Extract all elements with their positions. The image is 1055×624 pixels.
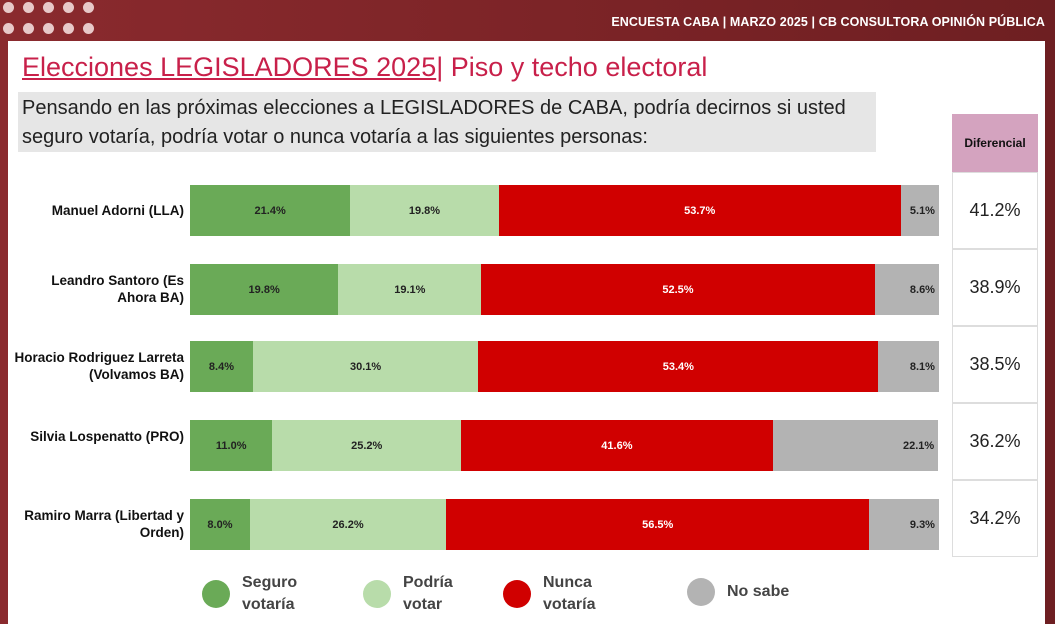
- data-label: 19.8%: [248, 283, 280, 296]
- diferencial-value: 38.5%: [952, 326, 1038, 403]
- data-label: 25.2%: [351, 439, 383, 452]
- data-label: 8.6%: [909, 283, 935, 296]
- candidate-label: Silvia Lospenatto (PRO): [30, 429, 184, 444]
- candidate-bar: 19.8% 19.1% 52.5% 8.6%: [190, 264, 939, 315]
- legend-swatch: [503, 580, 531, 608]
- data-label: 53.7%: [684, 204, 716, 217]
- bar-segment: 21.4%: [190, 185, 351, 236]
- bar-segment: 8.0%: [190, 499, 250, 550]
- data-label: 26.2%: [332, 518, 364, 531]
- bar-segment: 53.4%: [478, 341, 879, 392]
- bar-segment: 52.5%: [481, 264, 875, 315]
- candidate-bar: 8.4% 30.1% 53.4% 8.1%: [190, 341, 939, 392]
- data-label: 21.4%: [254, 204, 286, 217]
- survey-source: ENCUESTA CABA | MARZO 2025 | CB CONSULTO…: [611, 15, 1045, 29]
- data-label: 8.0%: [207, 518, 233, 531]
- data-label: 19.1%: [394, 283, 426, 296]
- legend-nosabe: No sabe: [687, 578, 789, 606]
- bar-segment: 19.8%: [350, 185, 499, 236]
- bar-segment: 25.2%: [272, 420, 462, 471]
- legend-seguro: Seguro votaría: [202, 572, 322, 616]
- bar-segment: 41.6%: [461, 420, 773, 471]
- candidate-bar: 11.0% 25.2% 41.6% 22.1%: [190, 420, 939, 471]
- candidate-bar: 8.0% 26.2% 56.5% 9.3%: [190, 499, 939, 550]
- bar-segment: 56.5%: [446, 499, 870, 550]
- title-rest: Piso y techo electoral: [443, 52, 708, 82]
- legend-swatch: [363, 580, 391, 608]
- candidate-label: Ramiro Marra (Libertad y Orden): [24, 508, 184, 540]
- data-label: 5.1%: [909, 204, 935, 217]
- bar-segment: 5.1%: [900, 185, 939, 236]
- bar-segment: 11.0%: [190, 420, 273, 471]
- bar-segment: 19.1%: [338, 264, 482, 315]
- data-label: 56.5%: [642, 518, 674, 531]
- legend-podria: Podría votar: [363, 572, 473, 616]
- bar-segment: 19.8%: [190, 264, 339, 315]
- candidate-label: Manuel Adorni (LLA): [51, 202, 184, 218]
- data-label: 11.0%: [215, 439, 247, 452]
- bar-segment: 26.2%: [249, 499, 447, 550]
- title-main: Elecciones LEGISLADORES 2025: [22, 52, 437, 82]
- diferencial-header: Diferencial: [952, 114, 1038, 172]
- bar-segment: 8.6%: [874, 264, 939, 315]
- legend-label: Podría votar: [403, 574, 453, 613]
- legend-nunca: Nunca votaría: [503, 572, 613, 616]
- legend-label: Seguro votaría: [242, 574, 298, 613]
- candidate-label: Horacio Rodriguez Larreta (Volvamos BA): [14, 350, 184, 382]
- bar-segment: 53.7%: [498, 185, 901, 236]
- legend-label: No sabe: [727, 583, 790, 600]
- data-label: 52.5%: [662, 283, 694, 296]
- data-label: 8.1%: [909, 360, 935, 373]
- bar-segment: 30.1%: [252, 341, 479, 392]
- bar-segment: 8.4%: [190, 341, 253, 392]
- diferencial-value: 34.2%: [952, 480, 1038, 557]
- data-label: 9.3%: [909, 518, 935, 531]
- survey-question: Pensando en las próximas elecciones a LE…: [18, 92, 876, 152]
- bar-segment: 9.3%: [869, 499, 939, 550]
- data-label: 30.1%: [350, 360, 382, 373]
- diferencial-value: 41.2%: [952, 172, 1038, 249]
- legend-swatch: [687, 578, 715, 606]
- data-label: 8.4%: [208, 360, 234, 373]
- diferencial-value: 38.9%: [952, 249, 1038, 326]
- legend-swatch: [202, 580, 230, 608]
- data-label: 19.8%: [408, 204, 441, 217]
- legend-label: Nunca votaría: [543, 574, 596, 613]
- data-label: 41.6%: [601, 439, 633, 452]
- title-separator: |: [436, 52, 444, 82]
- data-label: 53.4%: [662, 360, 694, 373]
- data-label: 22.1%: [903, 439, 935, 452]
- bar-segment: 8.1%: [878, 341, 939, 392]
- diferencial-value: 36.2%: [952, 403, 1038, 480]
- candidate-label: Leandro Santoro (Es Ahora BA): [51, 273, 184, 305]
- candidate-bar: 21.4% 19.8% 53.7% 5.1%: [190, 185, 939, 236]
- page-title: Elecciones LEGISLADORES 2025| Piso y tec…: [22, 52, 707, 83]
- bar-segment: 22.1%: [772, 420, 939, 471]
